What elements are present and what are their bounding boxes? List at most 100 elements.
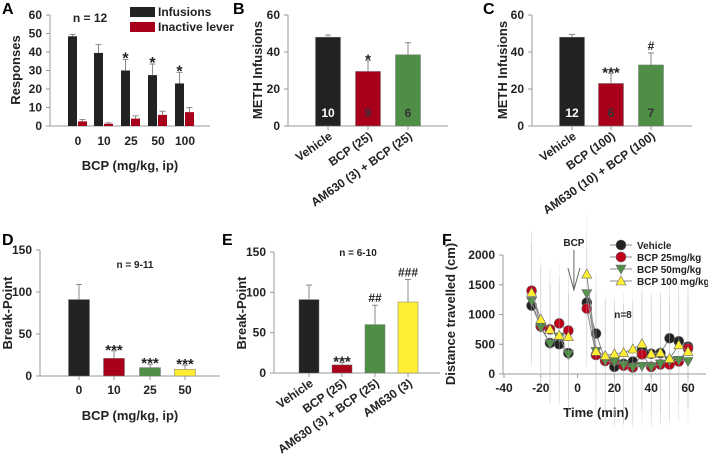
n-annotation: n = 9-11 [117,260,154,271]
legend-marker [615,251,627,263]
bar [638,64,664,127]
legend-label: Inactive lever [158,20,234,34]
data-point [673,339,685,350]
bcp-arrow-icon [567,250,581,292]
legend-marker [615,264,627,275]
data-point [618,360,630,371]
legend-label: BCP 100 mg/kg [637,277,708,288]
panel-a: 0 10 20 30 40 50 60 Responses A * * * InfusionsInact… [2,1,234,173]
x-tick-label: 50 [178,383,192,397]
data-point [654,359,666,370]
panel-letter: E [222,232,233,249]
data-point [636,338,648,348]
y-tick-label: 20 [29,82,43,96]
series-3 [526,214,694,419]
y-tick-label: 50 [253,326,267,340]
significance-mark: * [122,50,129,67]
x-tick-label: 25 [143,383,157,397]
significance-mark: *** [141,355,159,372]
bar [559,36,585,127]
significance-mark: # [648,39,655,53]
panel-f: 0 500 1000 1500 2000 Distance travelled (cm)F… [442,214,708,428]
y-tick-label: 20 [511,82,525,96]
y-axis-title: Distance travelled (cm) [443,243,458,385]
bar-n-label: 10 [321,106,335,120]
data-point [664,352,676,363]
legend-label: BCP 25mg/kg [637,253,701,264]
data-point [526,286,538,297]
x-tick-label: 50 [151,134,165,148]
y-tick-label: 0 [273,119,280,133]
y-tick-label: 50 [29,27,43,41]
data-point [673,356,685,366]
n-annotation: n=8 [614,310,632,321]
bar [364,324,386,374]
y-tick-label: 20 [267,82,281,96]
significance-mark: *** [333,354,351,371]
legend-label: BCP 50mg/kg [637,265,701,276]
legend-label: Infusions [158,5,212,19]
bar-inactive-lever [78,121,87,126]
significance-mark: * [365,51,371,68]
data-point [562,350,574,360]
bar-infusions [68,36,77,126]
data-point [535,323,547,334]
significance-mark: ## [368,291,382,305]
bar [355,71,381,127]
y-axis-title: Responses [8,35,23,104]
bar-infusions [148,75,157,126]
data-point [553,318,565,329]
data-point [535,313,547,324]
data-point [636,349,648,360]
y-tick-label: 40 [267,45,281,59]
y-tick-label: 0 [517,119,524,133]
bar-inactive-lever [131,118,140,126]
bar-n-label: 9 [365,106,372,120]
bar-n-label: 6 [405,106,412,120]
bar-inactive-lever [158,114,167,126]
y-tick-label: 100 [246,285,266,299]
significance-mark: * [149,55,156,72]
data-point [636,361,648,372]
x-tick-label: 10 [107,383,121,397]
y-tick-label: 50 [19,327,33,341]
y-tick-label: 0 [25,369,32,383]
x-tick-label: 0 [574,381,581,395]
y-tick-label: 0 [488,367,495,381]
y-tick-label: 150 [12,243,32,257]
y-axis-title: METH Infusions [495,21,510,119]
panel-letter: C [483,1,495,18]
x-tick-label: -40 [495,381,513,395]
x-tick-label: 0 [76,383,83,397]
y-axis-title: METH Infusions [250,21,265,119]
x-tick-label: -20 [532,381,550,395]
legend-swatch [130,7,155,17]
data-point [682,345,694,356]
data-point [553,329,565,340]
data-point [544,323,556,334]
significance-mark: *** [105,342,123,359]
n-annotation: n = 6-10 [339,248,377,259]
y-axis-title: Break-Point [0,276,15,350]
bar [395,54,421,127]
x-axis-title: BCP (mg/kg, ip) [82,158,179,173]
bar [598,83,624,127]
bar-infusions [94,52,103,126]
x-tick-label: 10 [97,134,111,148]
data-point [627,343,639,354]
data-point [608,348,620,359]
y-tick-label: 30 [29,64,43,78]
y-tick-label: 100 [12,285,32,299]
y-tick-label: 60 [29,8,43,22]
legend-marker [615,275,627,286]
bar-n-label: 7 [648,106,655,120]
legend-label: Vehicle [637,241,672,252]
data-point [544,339,556,350]
y-tick-label: 1500 [468,278,495,292]
data-point [682,357,694,368]
panel-letter: B [233,1,245,18]
bar-inactive-lever [104,123,113,126]
data-point [618,346,630,357]
